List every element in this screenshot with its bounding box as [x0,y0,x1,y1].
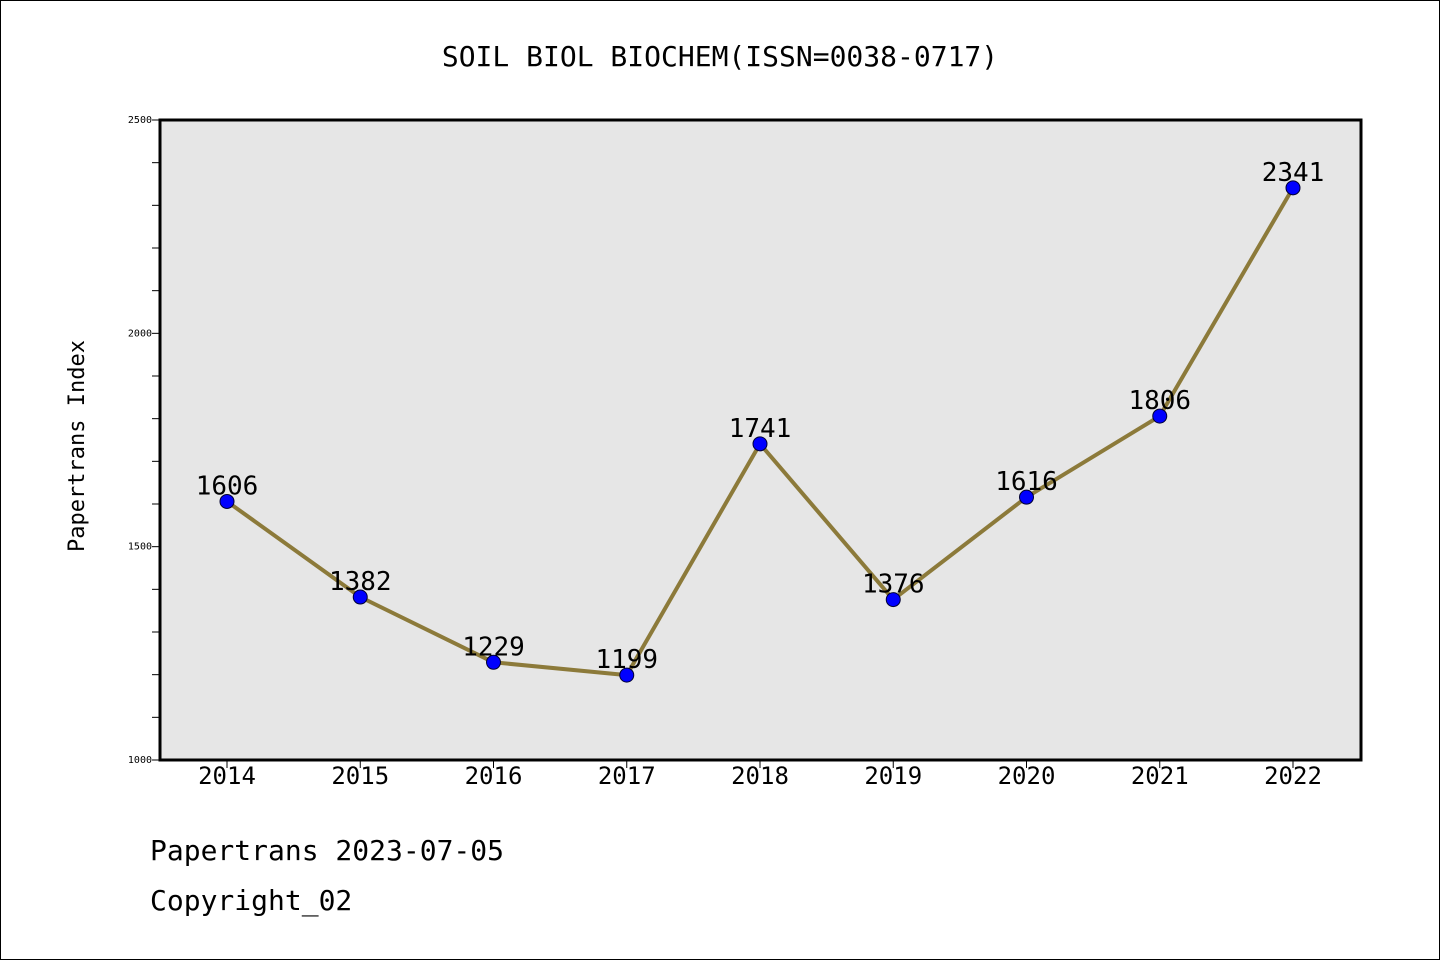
data-label: 1199 [595,645,658,675]
data-point [219,493,235,509]
x-tick-label: 2020 [998,762,1056,790]
data-label: 1382 [329,567,392,597]
x-tick-label: 2018 [731,762,789,790]
data-label: 1606 [196,471,259,501]
data-label: 1741 [729,414,792,444]
series-layer: 1606 1382 1229 1199 1741 1376 1616 1806 2341 [196,158,1325,683]
x-tick-label: 2021 [1131,762,1189,790]
chart-title: SOIL BIOL BIOCHEM(ISSN=0038-0717) [442,40,998,73]
data-label: 2341 [1262,158,1325,188]
y-tick-label: 1500 [128,542,152,553]
data-point [352,589,368,605]
x-axis: 2014 2015 2016 2017 2018 2019 2020 2021 2022 [198,760,1322,790]
data-label: 1806 [1128,386,1191,416]
data-point [752,436,768,452]
y-tick-label: 1000 [128,755,152,766]
x-tick-label: 2015 [331,762,389,790]
data-point [885,592,901,608]
data-point [619,667,635,683]
y-axis-label: Papertrans Index [65,340,90,552]
footer-copyright: Copyright_02 [150,884,353,917]
y-tick-label: 2500 [128,115,152,126]
data-point [1285,180,1301,196]
x-tick-label: 2022 [1264,762,1322,790]
y-axis: 1000 1500 2000 2500 [128,115,160,766]
footer-date: Papertrans 2023-07-05 [150,834,505,867]
data-label: 1616 [995,467,1058,497]
data-label: 1229 [462,632,525,662]
x-tick-label: 2019 [864,762,922,790]
data-point [486,654,501,670]
x-tick-label: 2016 [465,762,523,790]
x-tick-label: 2017 [598,762,656,790]
data-point [1152,408,1168,424]
x-tick-label: 2014 [198,762,256,790]
data-label: 1376 [862,570,925,600]
y-tick-label: 2000 [128,328,152,339]
data-point [1019,489,1034,505]
